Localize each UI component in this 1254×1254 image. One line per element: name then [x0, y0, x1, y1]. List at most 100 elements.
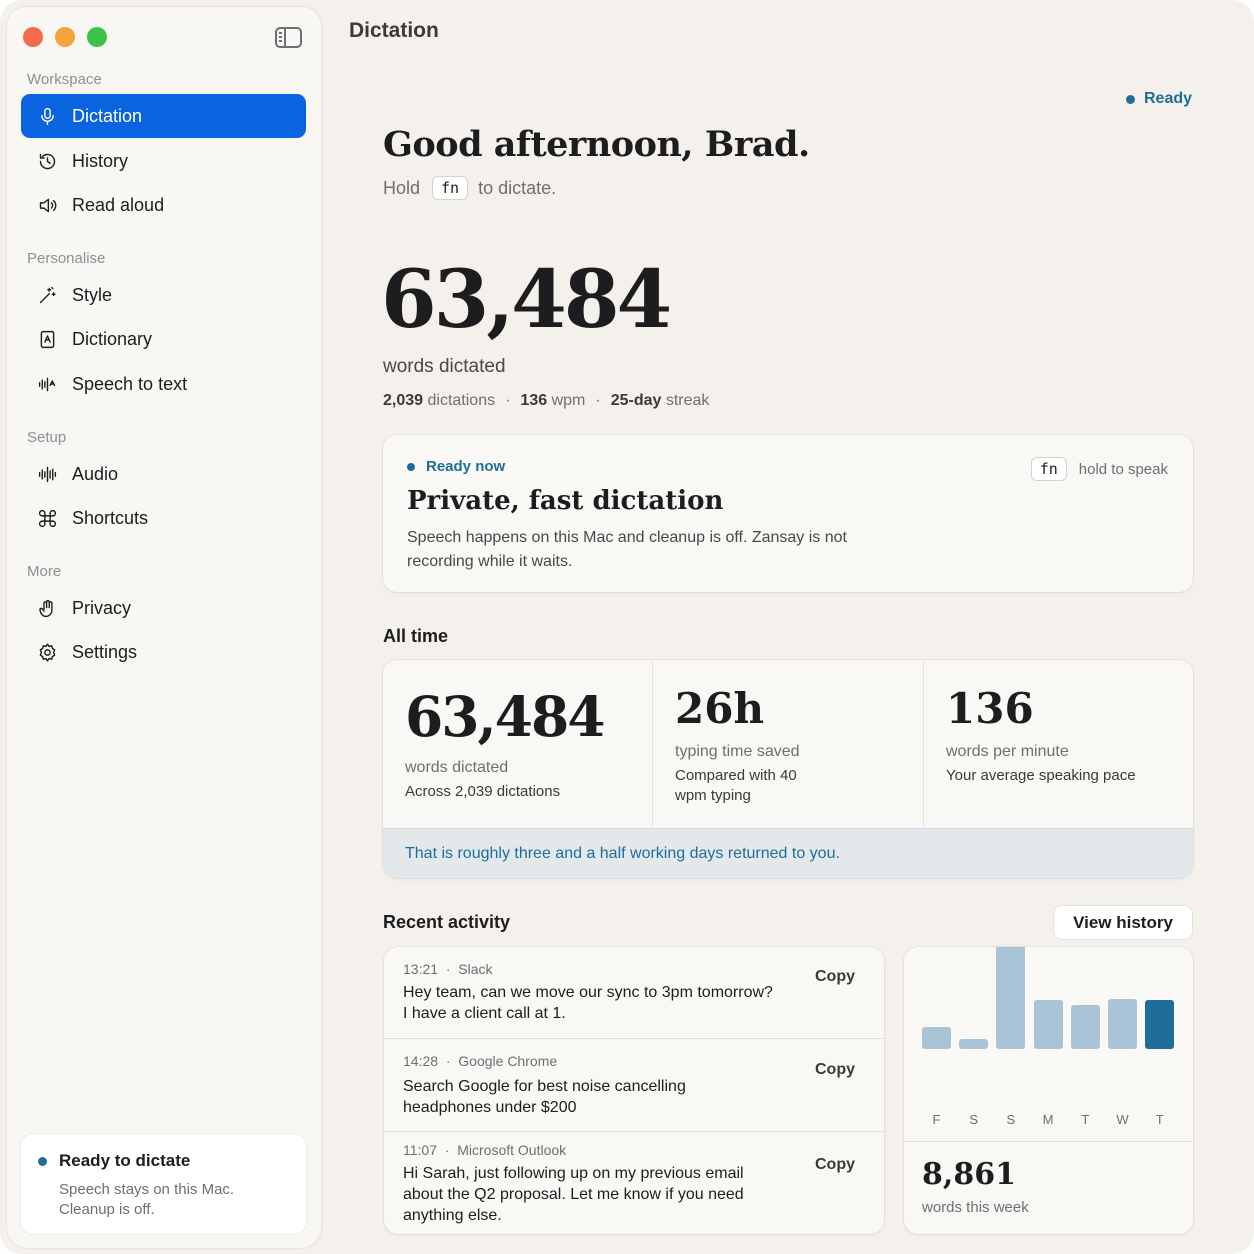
view-history-button[interactable]: View history: [1054, 906, 1192, 939]
stat-sub: Your average speaking pace: [946, 767, 1136, 784]
recent-activity-list: 13:21 · Slack Hey team, can we move our …: [384, 947, 884, 1234]
stat-sub: Across 2,039 dictations: [405, 783, 561, 800]
sidebar-status-card: Ready to dictate Speech stays on this Ma…: [21, 1134, 306, 1234]
hold-to-speak-hint: fn hold to speak: [1030, 457, 1168, 481]
sidebar-item-read-aloud[interactable]: Read aloud: [21, 183, 306, 227]
activity-time: 13:21: [403, 961, 439, 977]
wpm-unit: wpm: [551, 392, 586, 409]
hold-hint-suffix: to dictate.: [478, 177, 557, 198]
sidebar-item-style[interactable]: Style: [21, 273, 306, 317]
dictations-unit: dictations: [427, 392, 496, 409]
chart-tick-label: W: [1116, 1112, 1129, 1127]
stat-label: words per minute: [946, 743, 1069, 760]
sidebar-status-body: Speech stays on this Mac. Cleanup is off…: [59, 1181, 235, 1218]
stat-wpm: 136 words per minute Your average speaki…: [923, 660, 1193, 828]
streak-unit: streak: [665, 392, 710, 409]
sidebar-item-history[interactable]: History: [21, 139, 306, 183]
command-icon: [36, 507, 58, 529]
total-words-number: 63,484: [381, 252, 672, 346]
waveform-text-icon: [36, 373, 58, 395]
sidebar-item-label: Style: [72, 284, 113, 305]
section-label-personalise: Personalise: [27, 250, 106, 267]
activity-app: Microsoft Outlook: [457, 1142, 567, 1158]
copy-button[interactable]: Copy: [815, 1061, 855, 1078]
chart-tick-label: F: [932, 1112, 941, 1127]
stat-words: 63,484 words dictated Across 2,039 dicta…: [383, 660, 652, 828]
sidebar-item-dictation[interactable]: Dictation: [21, 94, 306, 138]
total-words-label: words dictated: [383, 356, 506, 377]
summary-stats: 2,039 dictations · 136 wpm · 25-day stre…: [383, 392, 709, 410]
list-item[interactable]: 14:28 · Google Chrome Search Google for …: [384, 1038, 884, 1131]
activity-app: Google Chrome: [458, 1053, 558, 1069]
chart-tick-label: S: [969, 1112, 979, 1127]
close-window-button[interactable]: [23, 27, 43, 47]
separator-dot: ·: [505, 392, 511, 409]
chart-tick-label: T: [1081, 1112, 1090, 1127]
list-item[interactable]: 11:07 · Microsoft Outlook Hi Sarah, just…: [384, 1131, 884, 1234]
activity-meta: 13:21 · Slack: [403, 961, 493, 977]
weekly-total: 8,861: [922, 1157, 1016, 1192]
zoom-window-button[interactable]: [87, 27, 107, 47]
fn-key: fn: [1030, 457, 1067, 481]
gear-icon: [36, 641, 58, 663]
ready-now-label: Ready now: [426, 458, 506, 475]
mic-icon: [36, 105, 58, 127]
all-time-footer: That is roughly three and a half working…: [383, 828, 1193, 878]
sidebar: Workspace Dictation History Read aloud P…: [7, 7, 321, 1248]
chart-bar: [996, 947, 1026, 1049]
status-dot: [1126, 94, 1135, 104]
dictation-status-card: Ready now Private, fast dictation Speech…: [383, 435, 1193, 592]
sidebar-item-label: Shortcuts: [72, 507, 149, 528]
sidebar-item-dictionary[interactable]: Dictionary: [21, 317, 306, 361]
chart-bar: [1145, 1000, 1175, 1049]
activity-text: Hi Sarah, just following up on my previo…: [403, 1165, 744, 1224]
copy-button[interactable]: Copy: [815, 1156, 855, 1173]
stat-sub: Compared with 40 wpm typing: [675, 767, 797, 804]
hold-hint-prefix: Hold: [383, 177, 421, 198]
sidebar-item-label: Dictionary: [72, 328, 153, 349]
section-label-setup: Setup: [27, 429, 67, 446]
sidebar-item-label: Audio: [72, 463, 119, 484]
dictations-count: 2,039: [383, 392, 424, 409]
sidebar-item-audio[interactable]: Audio: [21, 452, 306, 496]
copy-button[interactable]: Copy: [815, 968, 855, 985]
chart-tick-label: T: [1155, 1112, 1164, 1127]
activity-time: 14:28: [403, 1053, 439, 1069]
all-time-card: 63,484 words dictated Across 2,039 dicta…: [383, 660, 1193, 878]
page-title: Dictation: [349, 19, 439, 42]
hand-icon: [36, 597, 58, 619]
fn-key: fn: [432, 176, 469, 200]
stat-value: 63,484: [405, 684, 605, 749]
chart-bar: [959, 1039, 989, 1049]
section-label-workspace: Workspace: [27, 71, 102, 88]
chart-bar: [922, 1027, 951, 1049]
minimize-window-button[interactable]: [55, 27, 75, 47]
section-label-more: More: [27, 563, 62, 580]
all-time-heading: All time: [383, 626, 449, 646]
history-icon: [36, 150, 58, 172]
stat-label: typing time saved: [675, 743, 800, 760]
stat-value: 136: [946, 684, 1034, 733]
sidebar-toggle-icon[interactable]: [275, 27, 302, 48]
dictionary-icon: [36, 328, 58, 350]
stat-time-saved: 26h typing time saved Compared with 40 w…: [652, 660, 923, 828]
status-badge: Ready: [1126, 90, 1192, 108]
speaker-icon: [36, 194, 58, 216]
sidebar-item-shortcuts[interactable]: Shortcuts: [21, 496, 306, 540]
recent-activity-heading: Recent activity: [383, 912, 511, 932]
ready-now-badge: Ready now: [407, 458, 505, 475]
sidebar-item-label: Read aloud: [72, 194, 165, 215]
greeting-heading: Good afternoon, Brad.: [383, 124, 810, 165]
sidebar-item-settings[interactable]: Settings: [21, 630, 306, 674]
chart-tick-label: M: [1042, 1112, 1054, 1127]
sidebar-item-label: Speech to text: [72, 373, 188, 394]
activity-time: 11:07: [403, 1142, 437, 1158]
sidebar-item-speech-to-text[interactable]: Speech to text: [21, 362, 306, 406]
sidebar-item-label: History: [72, 150, 129, 171]
activity-text: Search Google for best noise cancelling …: [403, 1078, 686, 1116]
sidebar-item-privacy[interactable]: Privacy: [21, 586, 306, 630]
streak-count: 25-day: [610, 392, 662, 409]
list-item[interactable]: 13:21 · Slack Hey team, can we move our …: [384, 947, 884, 1038]
